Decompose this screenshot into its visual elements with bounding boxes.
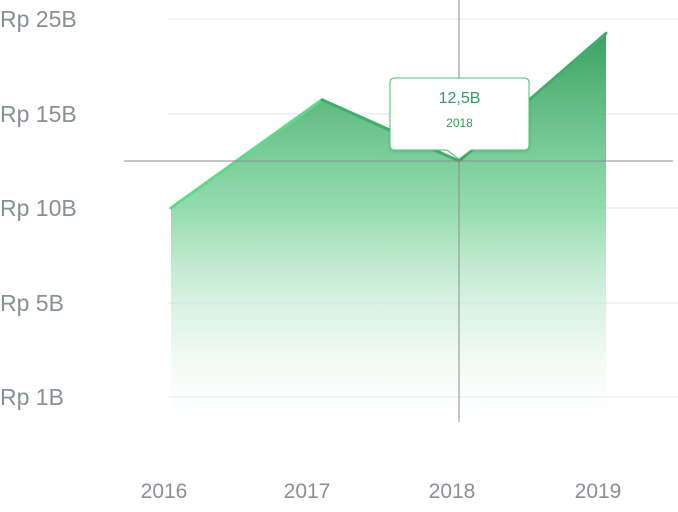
x-tick-label: 2017 xyxy=(284,480,331,503)
y-tick-label: Rp 15B xyxy=(0,101,77,127)
value-tooltip: 12,5B 2018 xyxy=(389,77,530,160)
area-series xyxy=(169,31,608,420)
y-tick-label: Rp 1B xyxy=(0,384,64,410)
x-tick-label: 2016 xyxy=(141,480,188,503)
crosshair xyxy=(124,0,673,422)
y-axis-labels: Rp 25B Rp 15B Rp 10B Rp 5B Rp 1B xyxy=(0,6,77,410)
tooltip-box xyxy=(389,77,530,160)
x-tick-label: 2018 xyxy=(429,480,476,503)
tooltip-year: 2018 xyxy=(446,116,473,130)
x-tick-label: 2019 xyxy=(575,480,622,503)
y-tick-label: Rp 25B xyxy=(0,6,77,32)
y-tick-label: Rp 5B xyxy=(0,290,64,316)
x-axis-labels: 2016 2017 2018 2019 xyxy=(141,480,622,503)
line-segment-2016-2017 xyxy=(169,98,324,210)
y-tick-label: Rp 10B xyxy=(0,195,77,221)
tooltip-value: 12,5B xyxy=(439,90,481,107)
